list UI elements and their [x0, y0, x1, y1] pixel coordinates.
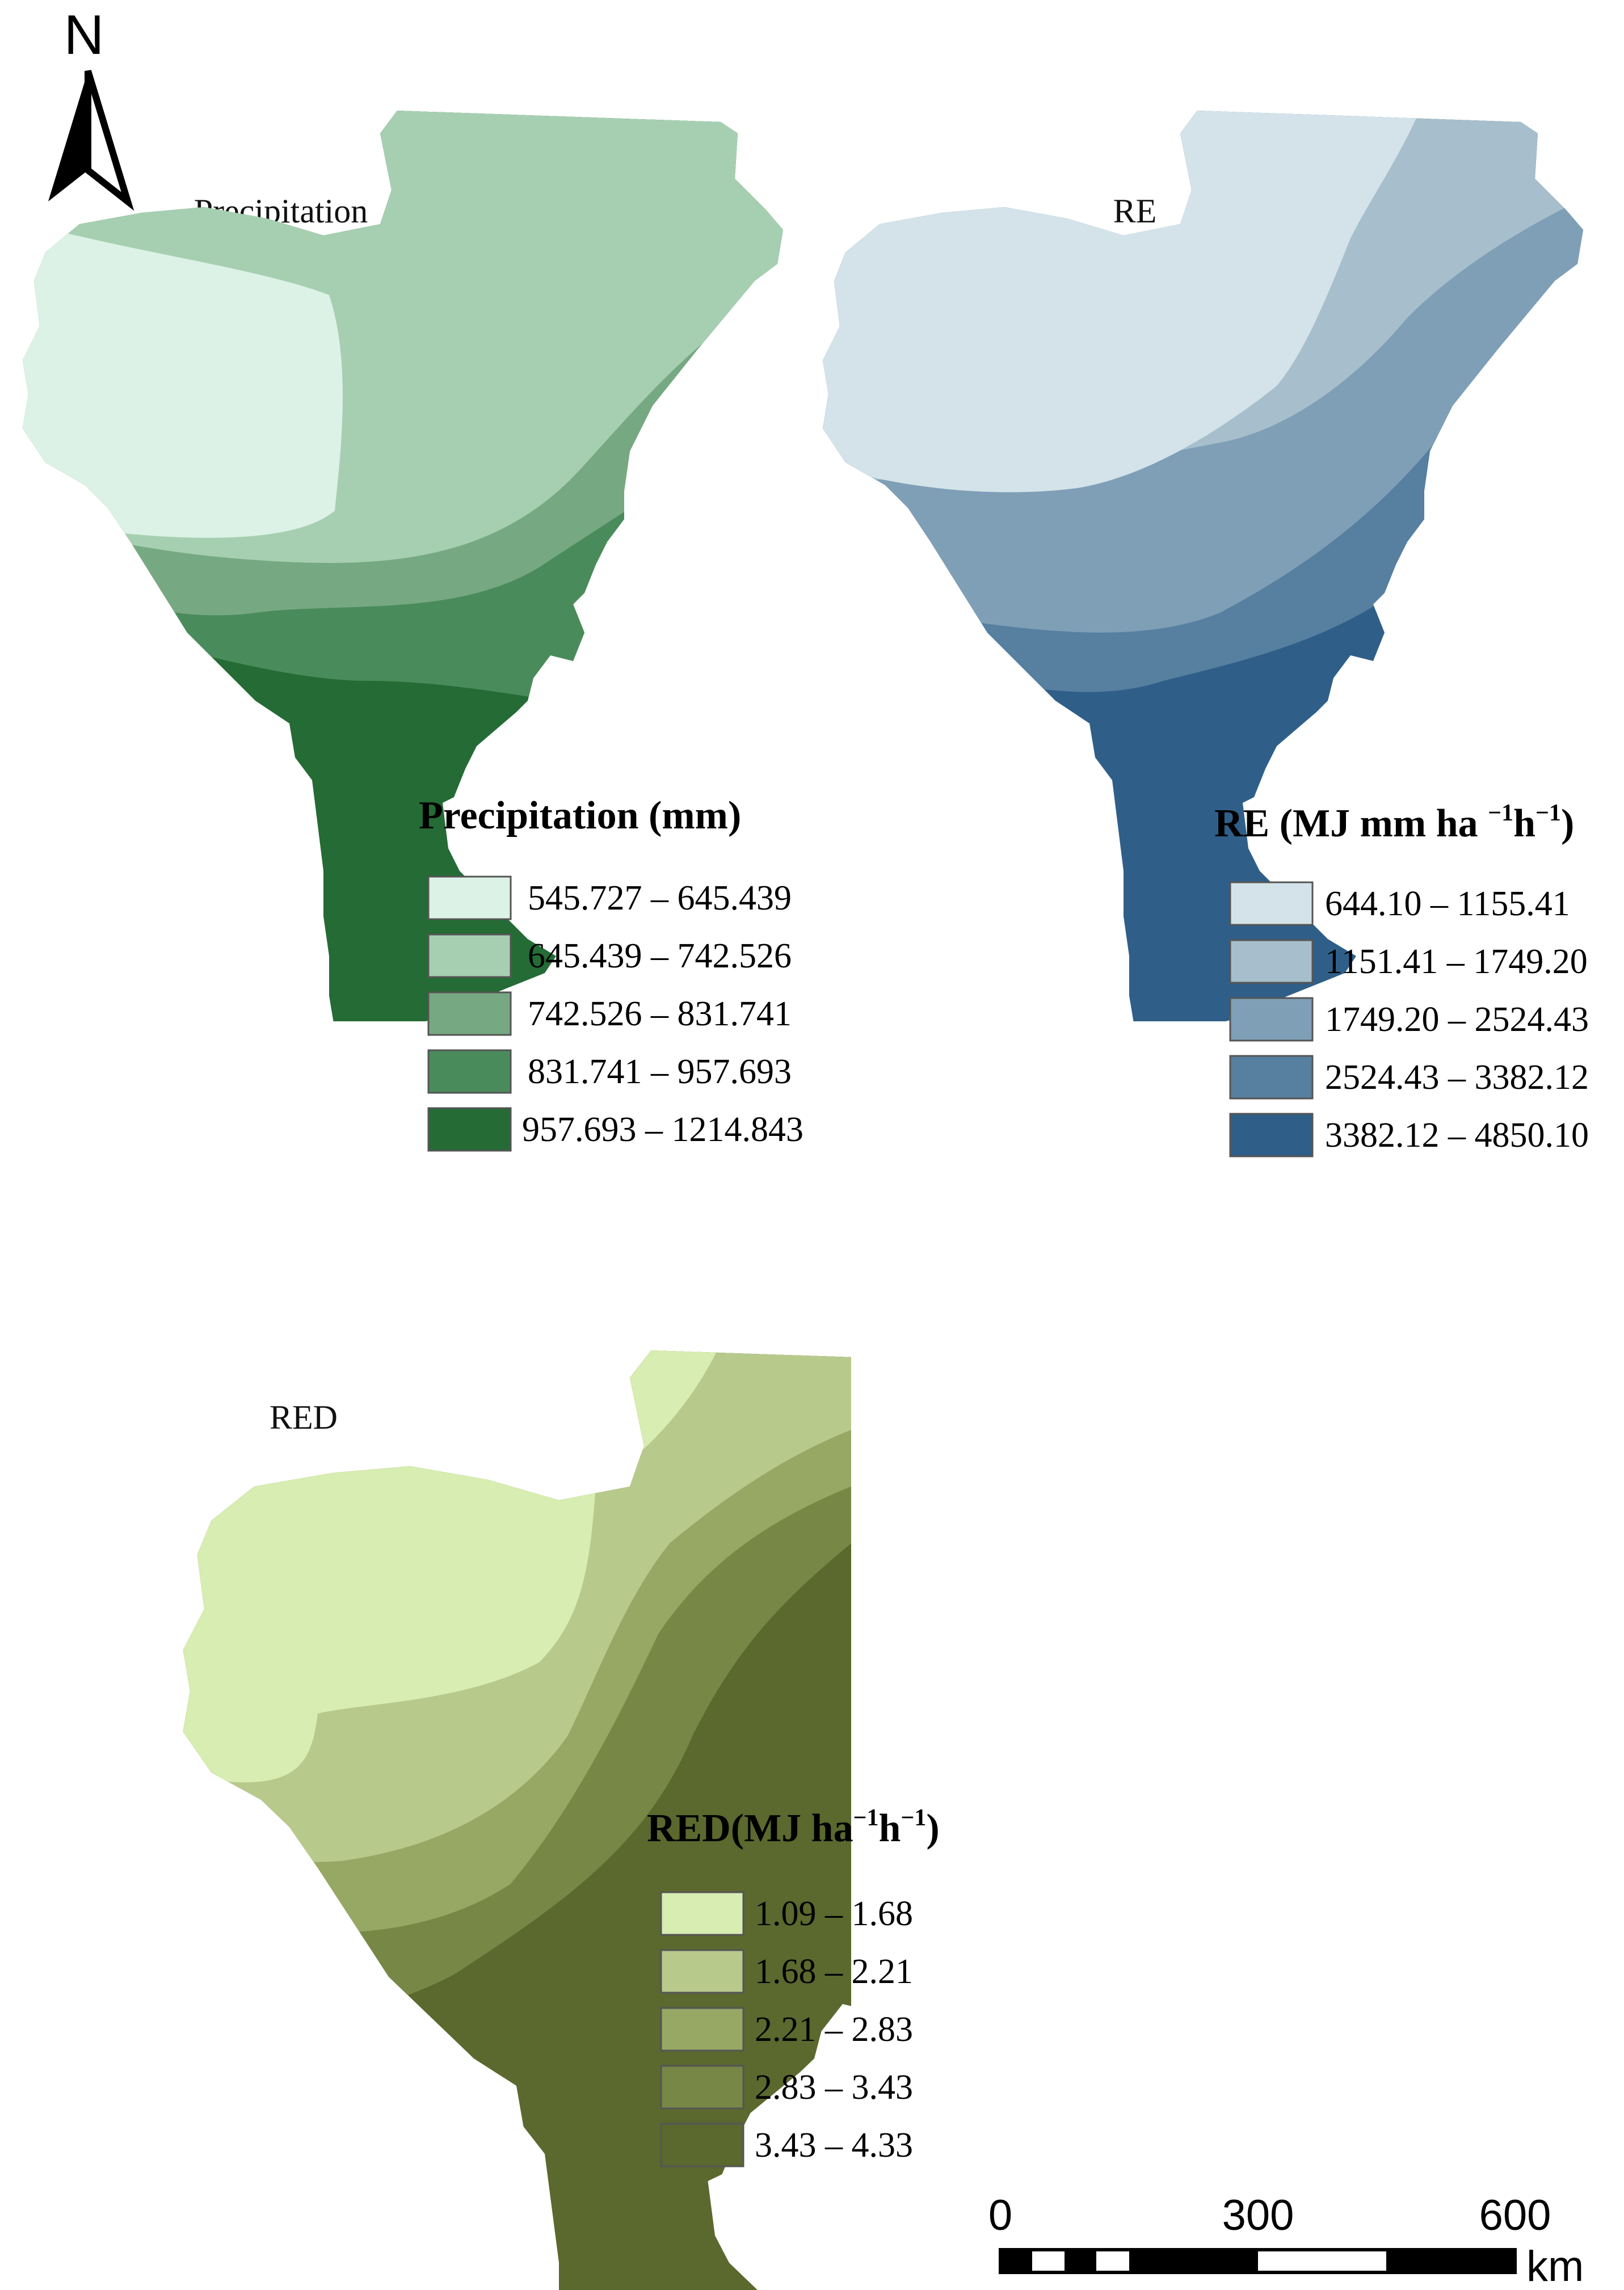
legend-title-precipitation: Precipitation (mm) — [419, 794, 741, 837]
legend-swatch — [1229, 1113, 1314, 1157]
legend-swatch — [660, 2007, 744, 2052]
legend-swatch — [1229, 1055, 1314, 1100]
legend-red: 1.09 – 1.68 1.68 – 2.21 2.21 – 2.83 2.83… — [660, 1891, 913, 2167]
legend-precipitation: 545.727 – 645.439 645.439 – 742.526 742.… — [427, 875, 803, 1152]
legend-title-re: RE (MJ mm ha −1h−1) — [1214, 800, 1574, 845]
legend-swatch — [427, 933, 512, 978]
scale-tick-label: 300 — [1222, 2191, 1294, 2240]
map-title-red: RED — [270, 1399, 338, 1436]
legend-label: 1749.20 – 2524.43 — [1325, 1000, 1589, 1039]
legend-title-re-mid: h — [1513, 802, 1535, 845]
legend-label: 3.43 – 4.33 — [755, 2126, 913, 2165]
legend-title-red-mid: h — [879, 1807, 901, 1850]
legend-title-red: RED(MJ ha−1h−1) — [647, 1805, 940, 1850]
legend-title-red-sup1: −1 — [853, 1805, 879, 1831]
north-label: N — [64, 3, 104, 66]
legend-label: 2524.43 – 3382.12 — [1325, 1058, 1589, 1097]
legend-label: 644.10 – 1155.41 — [1325, 885, 1570, 923]
legend-title-re-end: ) — [1561, 802, 1574, 845]
north-arrow-icon — [48, 70, 134, 211]
legend-label: 3382.12 – 4850.10 — [1325, 1116, 1589, 1155]
legend-swatch — [660, 1891, 744, 1936]
legend-swatch — [427, 875, 512, 920]
map-body-re — [823, 111, 1583, 1021]
legend-label: 1.09 – 1.68 — [755, 1895, 913, 1933]
legend-title-re-main: RE (MJ mm ha — [1214, 802, 1488, 845]
legend-swatch — [660, 2123, 744, 2167]
legend-swatch — [660, 1949, 744, 1994]
legend-title-red-main: RED(MJ ha — [647, 1807, 853, 1850]
legend-label: 1.68 – 2.21 — [755, 1952, 913, 1991]
legend-label: 742.526 – 831.741 — [528, 995, 792, 1033]
map-title-re: RE — [1113, 192, 1157, 230]
legend-title-red-end: ) — [926, 1807, 939, 1850]
scale-bar-segments — [999, 2248, 1517, 2274]
scale-tick-label: 0 — [988, 2191, 1012, 2240]
legend-label: 831.741 – 957.693 — [528, 1053, 792, 1091]
map-precipitation: Precipitation Precipitation (mm) 545.727… — [23, 111, 803, 1152]
scale-bar: 0 300 600 km — [988, 2191, 1584, 2290]
legend-label: 2.83 – 3.43 — [755, 2068, 913, 2107]
legend-swatch — [427, 1107, 512, 1152]
svg-text:RE (MJ mm ha −1h−1): RE (MJ mm ha −1h−1) — [1214, 800, 1574, 845]
legend-swatch — [660, 2065, 744, 2110]
legend-swatch — [1229, 881, 1314, 926]
legend-swatch — [1229, 997, 1314, 1042]
legend-label: 2.21 – 2.83 — [755, 2010, 913, 2049]
map-re: RE RE (MJ mm ha −1h−1) 644.10 – 1155.41 … — [823, 111, 1589, 1157]
legend-swatch — [427, 991, 512, 1036]
legend-re: 644.10 – 1155.41 1151.41 – 1749.20 1749.… — [1229, 881, 1589, 1157]
legend-title-re-sup2: −1 — [1535, 800, 1561, 826]
north-arrow: N — [48, 3, 134, 211]
legend-label: 545.727 – 645.439 — [528, 879, 792, 917]
map-class-region — [23, 216, 343, 538]
scale-tick-label: 600 — [1479, 2191, 1551, 2240]
legend-label: 645.439 – 742.526 — [528, 937, 792, 975]
map-red: RED RED(MJ ha−1h−1) 1.09 – 1.68 1.68 – 2… — [183, 1350, 940, 2290]
legend-swatch — [1229, 939, 1314, 984]
legend-label: 1151.41 – 1749.20 — [1325, 942, 1588, 981]
legend-title-red-sup2: −1 — [901, 1805, 926, 1831]
legend-title-re-sup1: −1 — [1488, 800, 1513, 826]
scale-unit: km — [1526, 2242, 1584, 2290]
legend-label: 957.693 – 1214.843 — [522, 1110, 803, 1149]
svg-text:RED(MJ ha−1h−1): RED(MJ ha−1h−1) — [647, 1805, 940, 1850]
legend-swatch — [427, 1049, 512, 1094]
